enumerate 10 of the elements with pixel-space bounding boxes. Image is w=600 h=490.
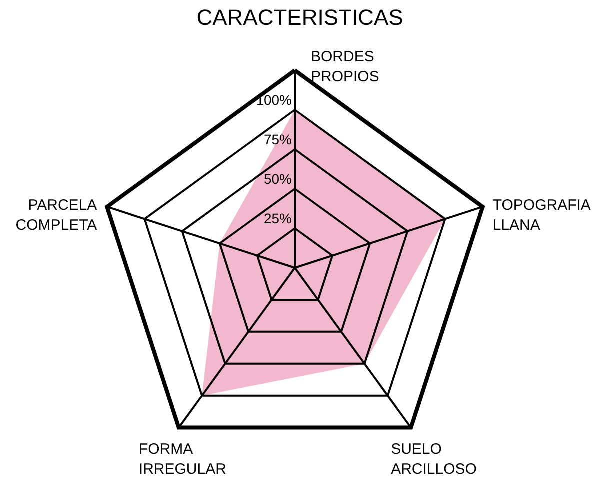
y-tick-label: 75% xyxy=(264,132,292,148)
spoke-label: SUELO ARCILLOSO xyxy=(391,440,477,478)
spoke-label: BORDES PROPIOS xyxy=(311,48,380,86)
y-tick-label: 25% xyxy=(264,210,292,226)
spoke-label: FORMA IRREGULAR xyxy=(138,440,227,478)
chart-title: CARACTERISTICAS xyxy=(196,5,404,30)
y-tick-label: 100% xyxy=(256,92,292,108)
spoke-label: TOPOGRAFIA LLANA xyxy=(492,196,591,234)
y-tick-label: 50% xyxy=(264,171,292,187)
spoke-label: PARCELA COMPLETA xyxy=(16,196,98,234)
